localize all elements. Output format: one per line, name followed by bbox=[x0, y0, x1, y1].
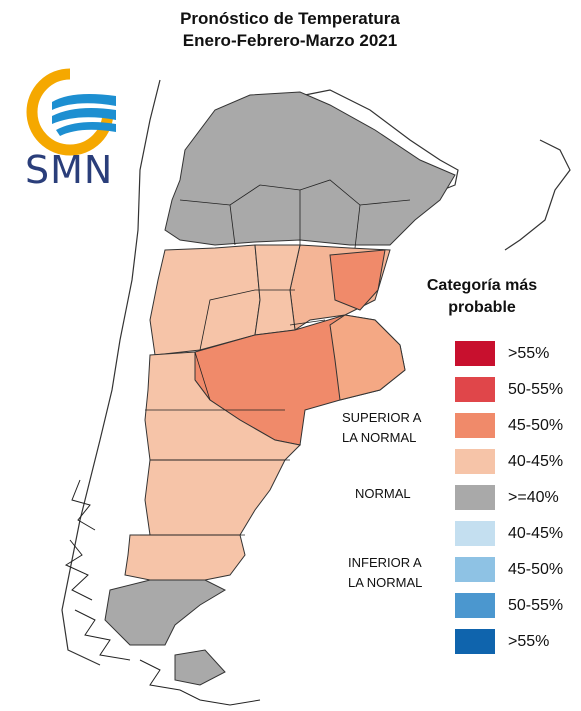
legend-title: Categoría más probable bbox=[412, 275, 552, 319]
title-line-2: Enero-Febrero-Marzo 2021 bbox=[182, 31, 398, 50]
group-superior-line-2: LA NORMAL bbox=[342, 430, 417, 445]
legend-range-5: 40-45% bbox=[508, 525, 564, 542]
legend-swatch-2 bbox=[455, 413, 495, 438]
legend-swatch-8 bbox=[455, 629, 495, 654]
legend-swatch-4 bbox=[455, 485, 495, 510]
smn-logo-icon bbox=[26, 68, 116, 156]
region-tierra-del-fuego bbox=[174, 649, 226, 686]
legend-range-7: 50-55% bbox=[508, 597, 564, 614]
region-patagonia-north bbox=[144, 351, 302, 461]
map-title: Pronóstico de Temperatura Enero-Febrero-… bbox=[100, 8, 480, 52]
legend-swatch-1 bbox=[455, 377, 495, 402]
group-label-inferior: INFERIOR A LA NORMAL bbox=[348, 553, 422, 593]
legend-range-2: 45-50% bbox=[508, 417, 564, 434]
argentina-regions bbox=[104, 91, 456, 686]
legend-title-line-1: Categoría más bbox=[426, 277, 538, 294]
legend-title-line-2: probable bbox=[448, 299, 516, 316]
legend-swatch-3 bbox=[455, 449, 495, 474]
smn-logo-text: SMN bbox=[25, 148, 114, 192]
legend-swatch-0 bbox=[455, 341, 495, 366]
title-line-1: Pronóstico de Temperatura bbox=[180, 9, 400, 28]
region-santa-cruz-north bbox=[124, 534, 246, 581]
region-santa-cruz-south bbox=[104, 579, 227, 646]
legend-range-3: 40-45% bbox=[508, 453, 564, 470]
legend-swatch-5 bbox=[455, 521, 495, 546]
legend-swatch-7 bbox=[455, 593, 495, 618]
group-label-superior: SUPERIOR A LA NORMAL bbox=[342, 408, 421, 448]
province-borders bbox=[140, 179, 411, 536]
group-inferior-line-1: INFERIOR A bbox=[348, 555, 422, 570]
legend-range-8: >55% bbox=[508, 633, 550, 650]
legend-range-0: >55% bbox=[508, 345, 550, 362]
legend-swatch-6 bbox=[455, 557, 495, 582]
region-pampa-light bbox=[329, 314, 406, 401]
chile-fjords bbox=[64, 479, 261, 706]
group-superior-line-1: SUPERIOR A bbox=[342, 410, 422, 425]
group-normal-line-1: NORMAL bbox=[355, 486, 411, 501]
region-north bbox=[164, 91, 456, 246]
region-chubut bbox=[144, 459, 286, 536]
group-inferior-line-2: LA NORMAL bbox=[348, 575, 423, 590]
region-entre-rios bbox=[329, 249, 386, 311]
group-label-normal: NORMAL bbox=[355, 484, 411, 504]
legend-range-1: 50-55% bbox=[508, 381, 564, 398]
legend-range-4: >=40% bbox=[508, 489, 559, 506]
legend-range-6: 45-50% bbox=[508, 561, 564, 578]
